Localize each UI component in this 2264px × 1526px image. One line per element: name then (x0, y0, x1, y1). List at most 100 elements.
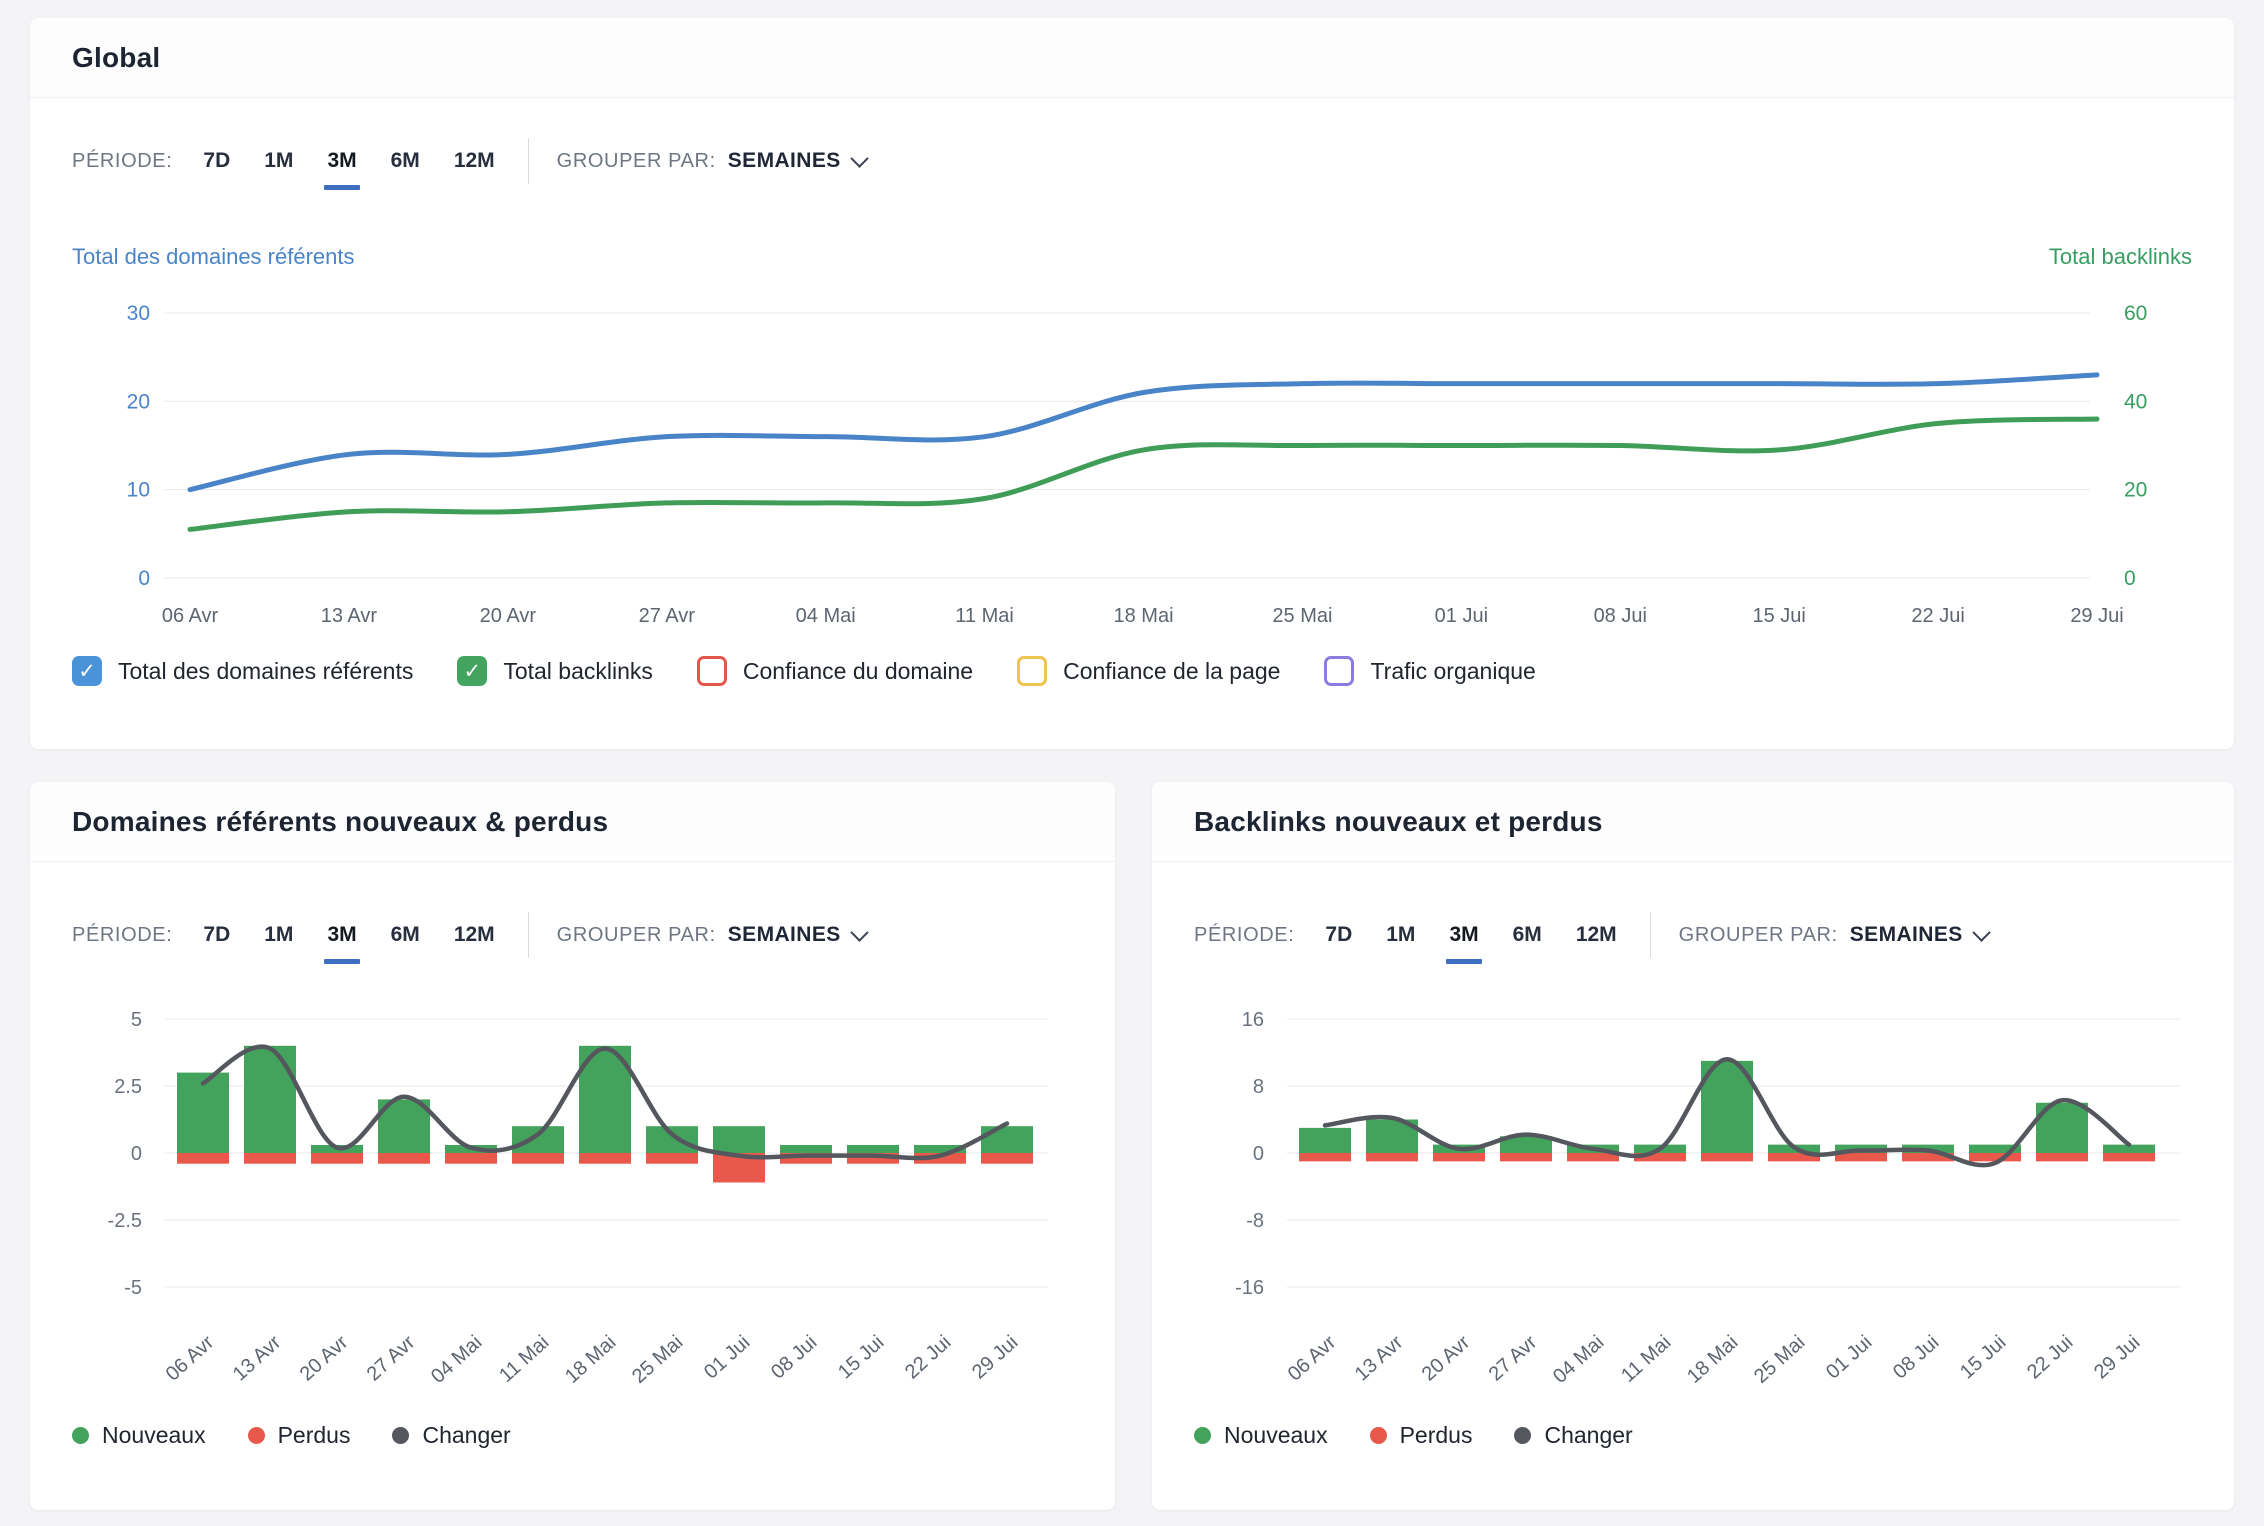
right-axis-tick: 0 (2124, 567, 2136, 590)
legend-label: Total backlinks (503, 658, 653, 685)
legend-label: Total des domaines référents (118, 658, 413, 685)
legend-dot-icon (1194, 1427, 1211, 1444)
bar-nouveaux[interactable] (1299, 1128, 1351, 1153)
bar-perdus[interactable] (981, 1153, 1033, 1164)
bar-perdus[interactable] (1969, 1153, 2021, 1161)
unchecked-checkbox-icon[interactable] (1017, 656, 1047, 686)
x-axis-label: 27 Avr (1485, 1331, 1542, 1385)
x-axis-label: 06 Avr (162, 1331, 219, 1385)
x-axis-label: 29 Jui (2090, 1331, 2144, 1383)
x-axis-label: 20 Avr (296, 1331, 353, 1385)
y-axis-tick: -16 (1235, 1277, 1264, 1299)
x-axis-label: 25 Mai (1750, 1331, 1809, 1388)
bar-nouveaux[interactable] (646, 1126, 698, 1153)
period-option-1m[interactable]: 1M (247, 138, 310, 184)
group-by-dropdown[interactable]: SEMAINES (728, 923, 866, 947)
checked-checkbox-icon[interactable]: ✓ (457, 656, 487, 686)
x-axis-label: 29 Jui (968, 1331, 1022, 1383)
legend-label: Confiance de la page (1063, 658, 1280, 685)
legend-item-perdus[interactable]: Perdus (1370, 1422, 1473, 1449)
legend-label: Perdus (1400, 1422, 1473, 1449)
legend-item-changer[interactable]: Changer (1514, 1422, 1632, 1449)
checked-checkbox-icon[interactable]: ✓ (72, 656, 102, 686)
period-option-6m[interactable]: 6M (374, 138, 437, 184)
x-axis-label: 18 Mai (1683, 1331, 1742, 1388)
bar-perdus[interactable] (1701, 1153, 1753, 1161)
period-option-7d[interactable]: 7D (186, 138, 247, 184)
bar-perdus[interactable] (177, 1153, 229, 1164)
legend-item-nouveaux[interactable]: Nouveaux (72, 1422, 206, 1449)
bar-nouveaux[interactable] (981, 1126, 1033, 1153)
bar-perdus[interactable] (2103, 1153, 2155, 1161)
right-axis-tick: 40 (2124, 390, 2147, 413)
global-line-chart[interactable]: 0010202040306006 Avr13 Avr20 Avr27 Avr04… (30, 288, 2234, 638)
bar-nouveaux[interactable] (780, 1145, 832, 1153)
period-option-12m[interactable]: 12M (437, 138, 512, 184)
legend-label: Trafic organique (1370, 658, 1535, 685)
x-axis-label: 04 Mai (427, 1331, 486, 1388)
legend-dot-icon (1370, 1427, 1387, 1444)
bar-nouveaux[interactable] (713, 1126, 765, 1153)
legend-dot-icon (248, 1427, 265, 1444)
legend-item-nouveaux[interactable]: Nouveaux (1194, 1422, 1328, 1449)
global-panel: Global PÉRIODE: 7D1M3M6M12M GROUPER PAR:… (30, 18, 2234, 749)
series-line-total-des-domaines-referents[interactable] (190, 375, 2097, 490)
bar-perdus[interactable] (579, 1153, 631, 1164)
period-option-3m[interactable]: 3M (310, 138, 373, 184)
y-axis-tick: -2.5 (108, 1210, 142, 1232)
legend-dot-icon (392, 1427, 409, 1444)
x-axis-label: 20 Avr (480, 605, 537, 627)
legend-toggle-trafic-organique[interactable]: Trafic organique (1324, 656, 1535, 686)
series-line-total-backlinks[interactable] (190, 419, 2097, 529)
unchecked-checkbox-icon[interactable] (1324, 656, 1354, 686)
right-axis-title: Total backlinks (2049, 244, 2192, 270)
legend-toggle-confiance-de-la-page[interactable]: Confiance de la page (1017, 656, 1280, 686)
legend-item-changer[interactable]: Changer (392, 1422, 510, 1449)
group-by-dropdown[interactable]: SEMAINES (1850, 923, 1988, 947)
legend-toggle-total-des-domaines-referents[interactable]: ✓ Total des domaines référents (72, 656, 413, 686)
bar-perdus[interactable] (244, 1153, 296, 1164)
chevron-down-icon (850, 923, 868, 941)
backlinks-legend: Nouveaux Perdus Changer (1194, 1422, 1633, 1449)
legend-toggle-total-backlinks[interactable]: ✓ Total backlinks (457, 656, 653, 686)
referring-domains-bar-chart[interactable]: 52.50-2.5-506 Avr13 Avr20 Avr27 Avr04 Ma… (30, 952, 1115, 1422)
chevron-down-icon (1972, 923, 1990, 941)
referring-domains-panel: Domaines référents nouveaux & perdus PÉR… (30, 782, 1115, 1510)
x-axis-label: 15 Jui (1956, 1331, 2010, 1383)
panel-title: Backlinks nouveaux et perdus (1194, 806, 1603, 838)
y-axis-tick: 0 (1253, 1143, 1264, 1165)
bar-perdus[interactable] (1500, 1153, 1552, 1161)
bar-perdus[interactable] (1433, 1153, 1485, 1161)
legend-dot-icon (1514, 1427, 1531, 1444)
bar-nouveaux[interactable] (847, 1145, 899, 1153)
bar-perdus[interactable] (1366, 1153, 1418, 1161)
x-axis-label: 13 Avr (1351, 1331, 1408, 1385)
x-axis-label: 13 Avr (321, 605, 378, 627)
x-axis-label: 01 Jui (1822, 1331, 1876, 1383)
unchecked-checkbox-icon[interactable] (697, 656, 727, 686)
group-by-dropdown[interactable]: SEMAINES (728, 149, 866, 173)
bar-perdus[interactable] (2036, 1153, 2088, 1161)
legend-label: Confiance du domaine (743, 658, 973, 685)
bar-perdus[interactable] (1299, 1153, 1351, 1161)
legend-toggle-confiance-du-domaine[interactable]: Confiance du domaine (697, 656, 973, 686)
group-by-value: SEMAINES (728, 923, 841, 947)
bar-nouveaux[interactable] (244, 1046, 296, 1153)
legend-label: Nouveaux (1224, 1422, 1328, 1449)
x-axis-label: 18 Mai (1113, 605, 1173, 627)
group-by-label: GROUPER PAR: (557, 924, 716, 947)
bar-perdus[interactable] (311, 1153, 363, 1164)
bar-nouveaux[interactable] (512, 1126, 564, 1153)
backlinks-panel: Backlinks nouveaux et perdus PÉRIODE: 7D… (1152, 782, 2234, 1510)
y-axis-tick: -8 (1246, 1210, 1264, 1232)
bar-perdus[interactable] (512, 1153, 564, 1164)
x-axis-label: 15 Jui (834, 1331, 888, 1383)
bar-perdus[interactable] (646, 1153, 698, 1164)
referring-domains-panel-header: Domaines référents nouveaux & perdus (30, 782, 1115, 862)
bar-perdus[interactable] (445, 1153, 497, 1164)
x-axis-label: 27 Avr (639, 605, 696, 627)
x-axis-label: 27 Avr (363, 1331, 420, 1385)
legend-item-perdus[interactable]: Perdus (248, 1422, 351, 1449)
backlinks-bar-chart[interactable]: 1680-8-1606 Avr13 Avr20 Avr27 Avr04 Mai1… (1152, 952, 2234, 1422)
bar-perdus[interactable] (378, 1153, 430, 1164)
